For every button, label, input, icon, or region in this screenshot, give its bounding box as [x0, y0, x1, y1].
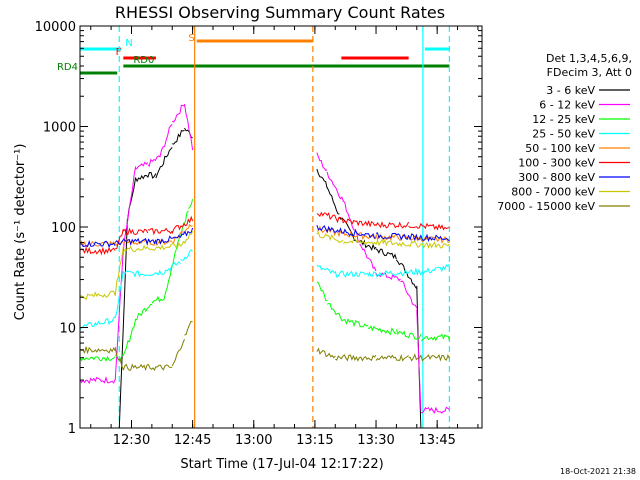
- series-line: [79, 224, 450, 248]
- legend: Det 1,3,4,5,6,9, FDecim 3, Att 0 3 - 6 k…: [497, 52, 632, 213]
- x-tick-label: 13:00: [235, 433, 272, 448]
- vertical-markers: [118, 26, 450, 428]
- legend-entry-label: 800 - 7000 keV: [511, 186, 595, 199]
- x-axis-label: Start Time (17-Jul-04 12:17:22): [180, 457, 383, 472]
- x-tick-label: 13:15: [296, 433, 333, 448]
- y-axis-label: Count Rate (s⁻¹ detector⁻¹): [13, 144, 28, 321]
- legend-entry-label: 100 - 300 keV: [518, 157, 595, 170]
- chart-title: RHESSI Observing Summary Count Rates: [115, 3, 445, 22]
- series-line: [79, 249, 450, 331]
- plot-frame: [79, 25, 483, 429]
- x-tick-label: 12:45: [174, 433, 211, 448]
- series-line: [79, 103, 450, 414]
- legend-entry-label: 6 - 12 keV: [539, 99, 595, 112]
- y-tick-label: 10000: [35, 20, 76, 35]
- legend-header-line-2: FDecim 3, Att 0: [547, 66, 632, 79]
- legend-entry-label: 50 - 100 keV: [525, 142, 595, 155]
- flag-label-rd0: RD0: [133, 55, 154, 66]
- series-line: [79, 231, 450, 301]
- flag-label-rd4: RD4: [57, 62, 78, 73]
- x-tick-label: 13:30: [357, 433, 394, 448]
- series-line: [79, 320, 450, 372]
- y-axis-ticks: 1 10 100 1000 10000: [35, 20, 482, 437]
- flag-label-n: N: [125, 38, 132, 49]
- flag-bars: NF S RD0 RD4: [57, 33, 450, 75]
- flag-label-s: S: [188, 33, 194, 44]
- legend-entry-label: 300 - 800 keV: [518, 171, 595, 184]
- y-tick-label: 100: [51, 221, 76, 236]
- flag-label-f: F: [116, 47, 122, 58]
- legend-entry-label: 12 - 25 keV: [532, 113, 595, 126]
- y-tick-label: 1: [68, 422, 76, 437]
- y-tick-label: 10: [59, 322, 76, 337]
- series-line: [79, 198, 450, 362]
- footer-timestamp: 18-Oct-2021 21:38: [560, 467, 636, 476]
- x-tick-label: 12:30: [113, 433, 150, 448]
- series-line: [79, 211, 450, 256]
- series-line: [118, 127, 422, 429]
- legend-entry-label: 7000 - 15000 keV: [497, 200, 595, 213]
- legend-entry-label: 25 - 50 keV: [532, 128, 595, 141]
- y-tick-label: 1000: [43, 121, 76, 136]
- series-lines: [79, 103, 450, 429]
- legend-entry-label: 3 - 6 keV: [546, 84, 595, 97]
- x-axis-ticks: 12:30 12:45 13:00 13:15 13:30 13:45: [90, 26, 479, 448]
- legend-header-line-1: Det 1,3,4,5,6,9,: [546, 52, 632, 65]
- x-tick-label: 13:45: [418, 433, 455, 448]
